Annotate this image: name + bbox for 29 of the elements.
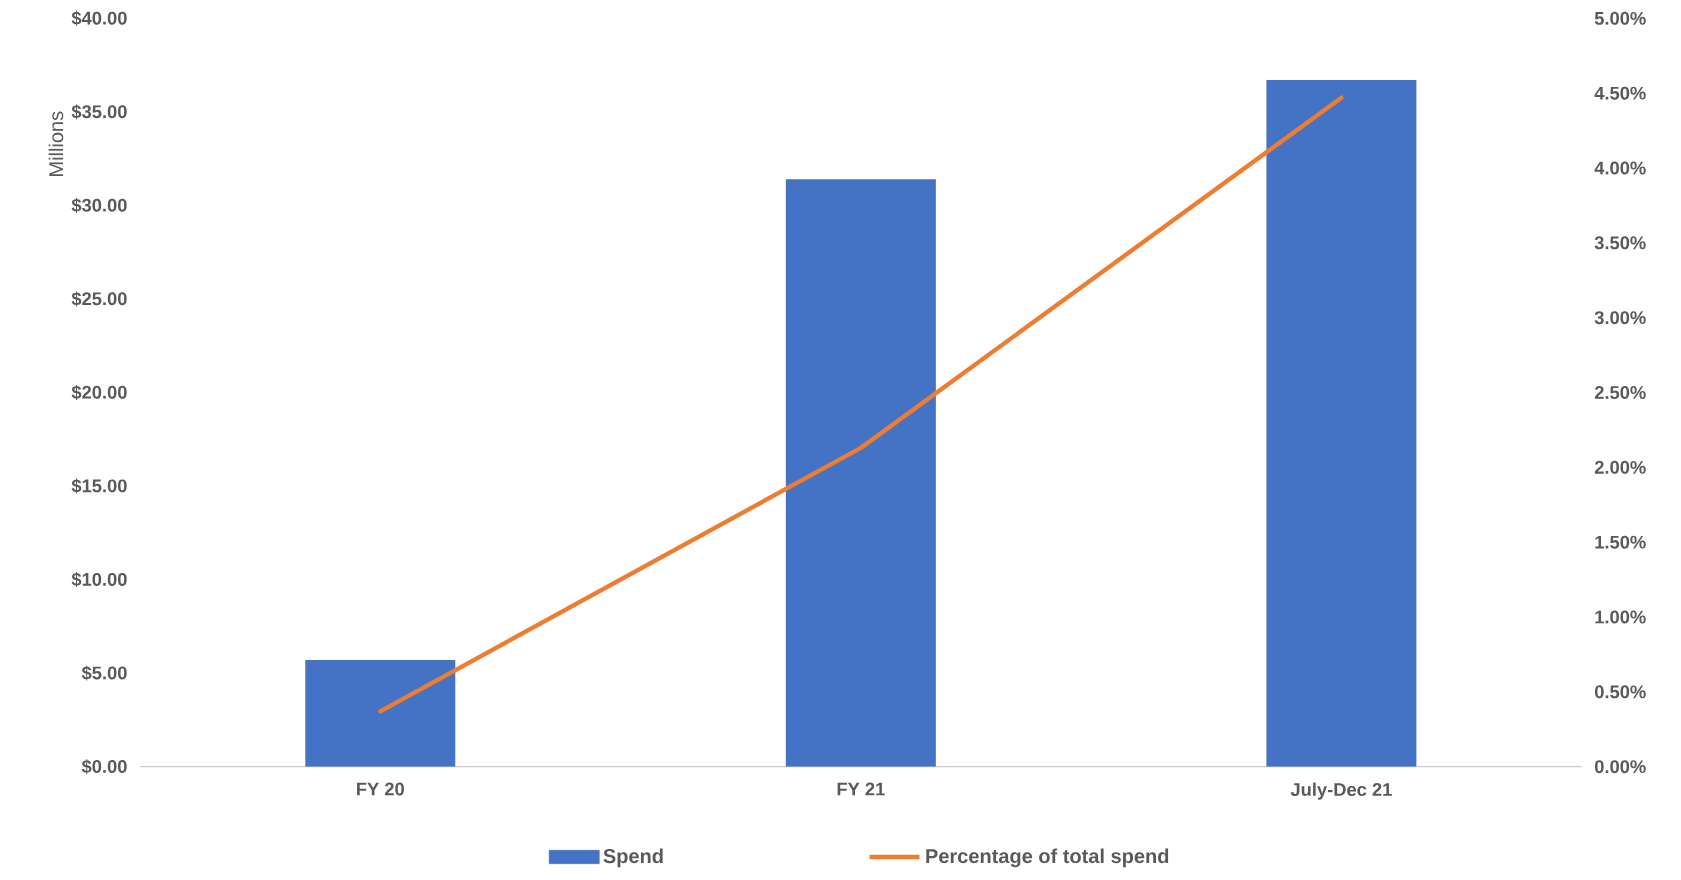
y2-tick-label: 4.50% [1594, 86, 1646, 100]
y-tick-label: $20.00 [71, 385, 127, 400]
y-tick-label: $0.00 [81, 759, 127, 775]
y-tick-label: $40.00 [71, 10, 127, 26]
y2-tick-label: 2.50% [1594, 386, 1646, 399]
y2-tick-label: 1.00% [1595, 610, 1646, 624]
y2-tick-label: 2.00% [1594, 460, 1646, 474]
y-axis-title: Millions [48, 111, 64, 176]
x-tick-label: July-Dec 21 [1290, 782, 1392, 800]
x-tick-label: FY 21 [837, 782, 885, 796]
y2-tick-label: 3.00% [1594, 311, 1646, 325]
y-tick-label: $15.00 [71, 478, 127, 494]
y2-tick-label: 1.50% [1595, 535, 1646, 549]
y-tick-label: $30.00 [71, 197, 127, 213]
x-tick-label: FY 20 [357, 782, 404, 796]
bar [785, 179, 936, 767]
bar [1266, 80, 1417, 767]
y2-tick-label: 5.00% [1594, 11, 1646, 25]
legend-label: Spend [603, 848, 663, 868]
y2-tick-label: 3.50% [1594, 236, 1646, 250]
bar [305, 660, 456, 767]
legend-label: Percentage of total spend [926, 848, 1169, 868]
y2-tick-label: 4.00% [1594, 161, 1646, 175]
y-tick-label: $35.00 [71, 104, 127, 120]
y-tick-label: $10.00 [71, 572, 127, 588]
y2-tick-label: 0.00% [1594, 760, 1646, 774]
y-tick-label: $5.00 [81, 665, 127, 681]
y2-tick-label: 0.50% [1594, 685, 1646, 699]
y-tick-label: $25.00 [71, 291, 127, 307]
